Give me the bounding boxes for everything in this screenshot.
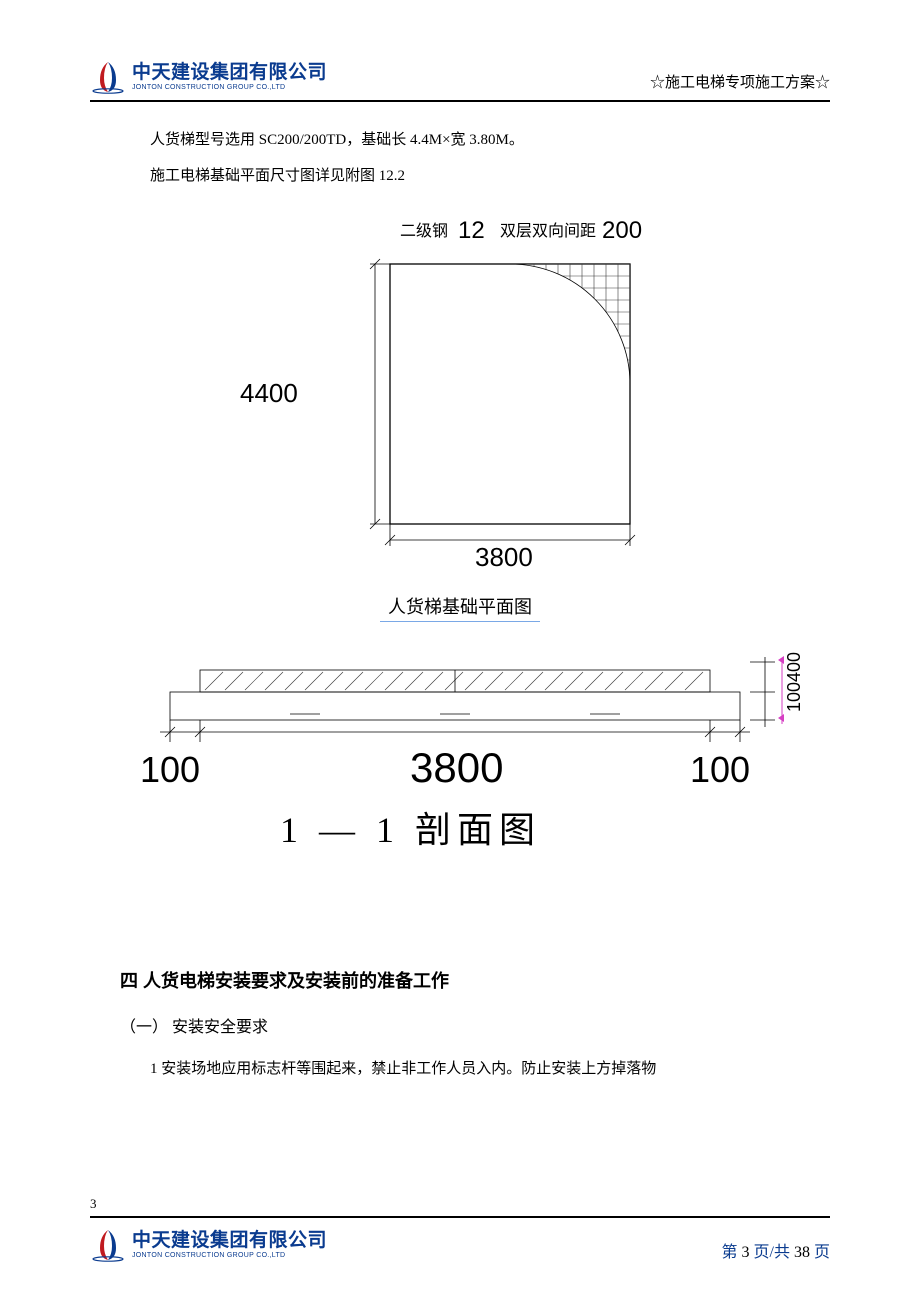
plan-rect (390, 264, 630, 524)
company-logo-icon (90, 60, 126, 94)
body-line-2: 施工电梯基础平面尺寸图详见附图 12.2 (120, 158, 830, 194)
section-hatch (205, 672, 703, 690)
section-dim-center: 3800 (410, 744, 503, 791)
header-divider (90, 100, 830, 102)
pager-mid: 页/共 (754, 1244, 790, 1261)
pager-total: 38 (794, 1244, 810, 1261)
section-4-item1: 1 安装场地应用标志杆等围起来，禁止非工作人员入内。防止安装上方掉落物 (120, 1051, 830, 1087)
body-line-1: 人货梯型号选用 SC200/200TD，基础长 4.4M×宽 3.80M。 (120, 122, 830, 158)
section-4-heading: 四 人货电梯安装要求及安装前的准备工作 (120, 967, 830, 993)
footer-divider (90, 1216, 830, 1218)
page-header: 中天建设集团有限公司 JONTON CONSTRUCTION GROUP CO.… (90, 60, 830, 94)
plan-anno-prefix: 二级钢 (400, 222, 448, 240)
plan-arc (510, 264, 630, 384)
plan-rebar-dia: 12 (458, 217, 485, 244)
section-dim-left: 100 (140, 749, 200, 790)
company-name-block: 中天建设集团有限公司 JONTON CONSTRUCTION GROUP CO.… (132, 63, 327, 91)
section-title: 1 — 1 剖面图 (280, 810, 541, 850)
section-dim-right: 100 (690, 749, 750, 790)
page-footer: 3 中天建设集团有限公司 JONTON CONSTRUCTION GROUP C… (90, 1196, 830, 1262)
section-dim-v: 100400 (784, 652, 804, 712)
plan-rebar-grid (510, 264, 630, 384)
company-name-cn: 中天建设集团有限公司 (132, 63, 327, 84)
plan-spacing: 200 (602, 217, 642, 244)
company-name-en: JONTON CONSTRUCTION GROUP CO.,LTD (132, 84, 327, 91)
footer-company-cn: 中天建设集团有限公司 (132, 1231, 327, 1252)
plan-dim-h: 3800 (475, 542, 533, 572)
section-1-1-diagram: 100 3800 100 100400 1 — 1 剖面图 (110, 652, 810, 877)
pager-suffix: 页 (814, 1244, 830, 1261)
foundation-plan-diagram: 二级钢 12 双层双向间距 200 (220, 214, 700, 622)
plan-caption: 人货梯基础平面图 (380, 593, 540, 622)
footer-logo-block: 中天建设集团有限公司 JONTON CONSTRUCTION GROUP CO.… (90, 1228, 327, 1262)
plan-dim-v: 4400 (240, 378, 298, 408)
company-logo-block: 中天建设集团有限公司 JONTON CONSTRUCTION GROUP CO.… (90, 60, 327, 94)
footer-company-en: JONTON CONSTRUCTION GROUP CO.,LTD (132, 1252, 327, 1259)
section-pink-arrow-bot (778, 714, 784, 722)
footer-logo-icon (90, 1228, 126, 1262)
doc-title: ☆施工电梯专项施工方案☆ (650, 71, 830, 94)
pager-page: 3 (742, 1244, 750, 1261)
inline-page-number: 3 (90, 1196, 830, 1212)
footer-pager: 第 3 页/共 38 页 (722, 1238, 830, 1262)
plan-anno-mid: 双层双向间距 (500, 222, 596, 240)
section-4-sub1: （一） 安装安全要求 (120, 1013, 830, 1037)
pager-prefix: 第 (722, 1244, 738, 1261)
section-slab (170, 692, 740, 720)
